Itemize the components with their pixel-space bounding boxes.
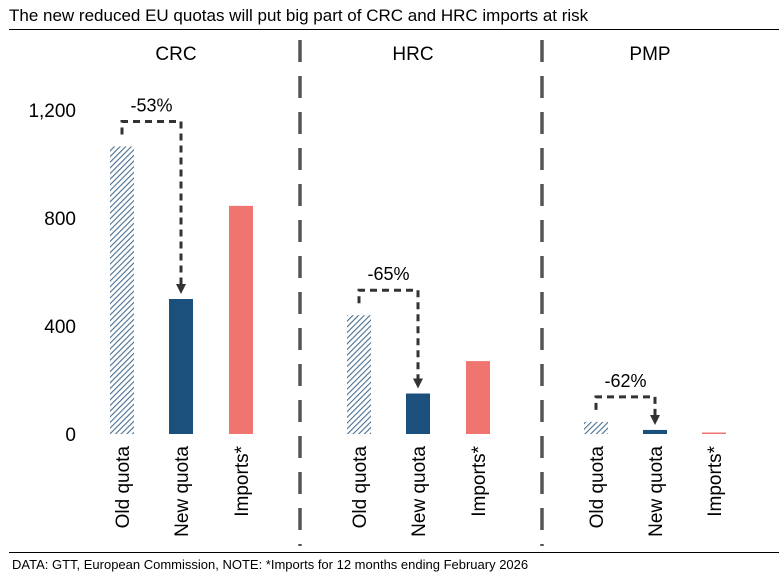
change-label-crc: -53% <box>130 95 172 115</box>
bar-crc-new-quota <box>169 299 193 434</box>
y-tick-label: 0 <box>65 425 76 446</box>
category-label-imports: Imports* <box>232 445 253 516</box>
category-label-old-quota: Old quota <box>350 446 371 529</box>
bar-hrc-imports <box>466 361 490 434</box>
category-label-imports: Imports* <box>469 445 490 516</box>
group-label-pmp: PMP <box>629 44 670 65</box>
change-label-hrc: -65% <box>367 264 409 284</box>
change-label-pmp: -62% <box>604 371 646 391</box>
change-arrow-crc <box>120 119 186 294</box>
bar-pmp-old-quota <box>584 421 608 434</box>
y-tick-label: 400 <box>44 317 76 338</box>
group-label-crc: CRC <box>155 44 196 65</box>
group-label-hrc: HRC <box>392 44 433 65</box>
category-label-new-quota: New quota <box>172 446 193 537</box>
change-arrow-hrc <box>357 288 423 389</box>
bar-pmp-new-quota <box>643 429 667 434</box>
category-label-old-quota: Old quota <box>113 446 134 529</box>
footer-divider <box>9 552 779 553</box>
bar-pmp-imports <box>702 432 726 434</box>
change-arrow-pmp <box>594 395 660 425</box>
chart-title: The new reduced EU quotas will put big p… <box>9 6 589 25</box>
bar-crc-old-quota <box>110 146 134 434</box>
y-tick-label: 800 <box>44 209 76 230</box>
title-divider <box>9 29 779 30</box>
category-label-imports: Imports* <box>705 445 726 516</box>
source-note: DATA: GTT, European Commission, NOTE: *I… <box>12 557 529 572</box>
category-label-new-quota: New quota <box>646 446 667 537</box>
bar-hrc-new-quota <box>406 393 430 434</box>
y-tick-label: 1,200 <box>28 101 76 122</box>
category-label-old-quota: Old quota <box>587 446 608 529</box>
category-label-new-quota: New quota <box>409 446 430 537</box>
bar-hrc-old-quota <box>347 315 371 434</box>
bar-crc-imports <box>229 205 253 434</box>
